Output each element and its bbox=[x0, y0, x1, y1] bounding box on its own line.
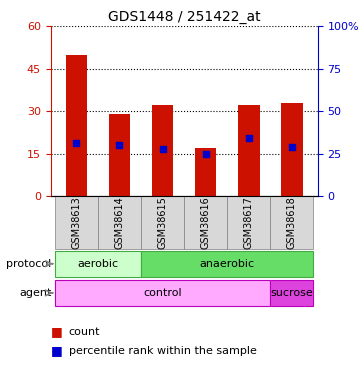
Point bbox=[117, 142, 122, 148]
Point bbox=[246, 135, 252, 141]
Text: count: count bbox=[69, 327, 100, 337]
FancyBboxPatch shape bbox=[141, 196, 184, 249]
FancyBboxPatch shape bbox=[270, 196, 313, 249]
Text: sucrose: sucrose bbox=[270, 288, 313, 298]
Bar bbox=[281, 103, 303, 196]
FancyBboxPatch shape bbox=[270, 280, 313, 306]
FancyBboxPatch shape bbox=[141, 251, 313, 277]
Point bbox=[160, 146, 165, 152]
Text: agent: agent bbox=[19, 288, 51, 298]
Bar bbox=[238, 105, 260, 196]
Bar bbox=[109, 114, 130, 196]
Text: GSM38613: GSM38613 bbox=[71, 196, 81, 249]
FancyBboxPatch shape bbox=[98, 196, 141, 249]
FancyBboxPatch shape bbox=[227, 196, 270, 249]
Point bbox=[203, 151, 209, 157]
Text: GSM38614: GSM38614 bbox=[114, 196, 125, 249]
Text: anaerobic: anaerobic bbox=[200, 259, 255, 269]
Text: aerobic: aerobic bbox=[77, 259, 118, 269]
Text: GSM38617: GSM38617 bbox=[244, 196, 254, 249]
FancyBboxPatch shape bbox=[55, 251, 141, 277]
Text: protocol: protocol bbox=[6, 259, 51, 269]
Text: GSM38616: GSM38616 bbox=[201, 196, 211, 249]
Text: ■: ■ bbox=[51, 326, 62, 338]
Bar bbox=[66, 54, 87, 196]
FancyBboxPatch shape bbox=[55, 196, 98, 249]
Point bbox=[289, 144, 295, 150]
Text: GSM38618: GSM38618 bbox=[287, 196, 297, 249]
FancyBboxPatch shape bbox=[55, 280, 270, 306]
FancyBboxPatch shape bbox=[184, 196, 227, 249]
Text: percentile rank within the sample: percentile rank within the sample bbox=[69, 346, 256, 355]
Text: control: control bbox=[143, 288, 182, 298]
Text: GSM38615: GSM38615 bbox=[157, 196, 168, 249]
Bar bbox=[152, 105, 173, 196]
Bar bbox=[195, 148, 217, 196]
Point bbox=[74, 140, 79, 146]
Text: ■: ■ bbox=[51, 344, 62, 357]
Title: GDS1448 / 251422_at: GDS1448 / 251422_at bbox=[108, 10, 260, 24]
